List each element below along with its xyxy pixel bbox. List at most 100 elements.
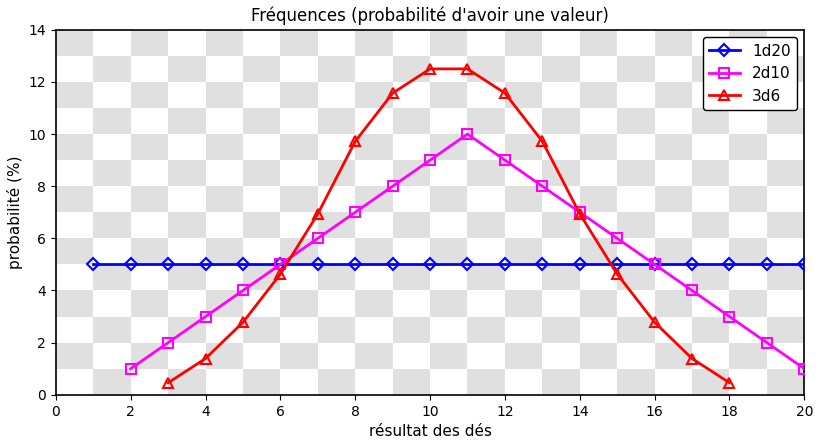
Bar	[505, 343, 541, 369]
3d6	[313, 211, 323, 216]
Bar	[392, 369, 429, 395]
1d20	[88, 262, 98, 267]
Line: 2d10: 2d10	[125, 129, 808, 374]
Bar	[766, 108, 803, 134]
Bar	[206, 290, 242, 317]
Bar	[355, 82, 392, 108]
1d20	[313, 262, 323, 267]
Bar	[355, 343, 392, 369]
3d6	[536, 139, 546, 144]
Bar	[392, 212, 429, 238]
3d6	[649, 320, 658, 325]
2d10	[387, 184, 397, 189]
Bar	[467, 212, 505, 238]
Bar	[729, 134, 766, 160]
2d10	[612, 235, 622, 241]
1d20	[761, 262, 771, 267]
Bar	[541, 264, 579, 290]
Bar	[318, 369, 355, 395]
Bar	[654, 82, 691, 108]
Bar	[242, 264, 280, 290]
3d6	[275, 272, 285, 277]
Bar	[766, 160, 803, 186]
Bar	[392, 317, 429, 343]
2d10	[724, 314, 734, 319]
Bar	[505, 30, 541, 56]
Bar	[130, 186, 168, 212]
2d10	[313, 235, 323, 241]
Bar	[168, 212, 206, 238]
Bar	[280, 30, 318, 56]
2d10	[799, 366, 808, 372]
Bar	[467, 108, 505, 134]
1d20	[125, 262, 135, 267]
3d6	[201, 356, 210, 361]
3d6	[424, 66, 434, 71]
2d10	[238, 288, 247, 293]
1d20	[275, 262, 285, 267]
Bar	[93, 317, 130, 343]
Bar	[168, 56, 206, 82]
2d10	[462, 132, 472, 137]
2d10	[574, 210, 584, 215]
Bar	[617, 108, 654, 134]
Legend: 1d20, 2d10, 3d6: 1d20, 2d10, 3d6	[702, 37, 796, 110]
Bar	[242, 369, 280, 395]
Bar	[467, 264, 505, 290]
Bar	[355, 134, 392, 160]
Bar	[654, 343, 691, 369]
Bar	[579, 134, 617, 160]
Bar	[429, 186, 467, 212]
Bar	[729, 30, 766, 56]
Bar	[541, 160, 579, 186]
Bar	[579, 290, 617, 317]
Bar	[617, 56, 654, 82]
2d10	[201, 314, 210, 319]
Bar	[766, 317, 803, 343]
Bar	[392, 160, 429, 186]
Bar	[280, 290, 318, 317]
1d20	[201, 262, 210, 267]
1d20	[387, 262, 397, 267]
Line: 3d6: 3d6	[163, 64, 734, 388]
Bar	[206, 134, 242, 160]
Bar	[206, 30, 242, 56]
1d20	[238, 262, 247, 267]
Y-axis label: probabilité (%): probabilité (%)	[7, 156, 23, 269]
Bar	[130, 238, 168, 264]
3d6	[686, 356, 696, 361]
1d20	[724, 262, 734, 267]
Bar	[280, 343, 318, 369]
Bar	[392, 264, 429, 290]
Bar	[691, 317, 729, 343]
Bar	[579, 343, 617, 369]
2d10	[275, 262, 285, 267]
Bar	[505, 82, 541, 108]
Bar	[654, 30, 691, 56]
Bar	[93, 56, 130, 82]
Bar	[56, 290, 93, 317]
Bar	[392, 108, 429, 134]
Bar	[56, 186, 93, 212]
1d20	[574, 262, 584, 267]
Bar	[729, 238, 766, 264]
Bar	[168, 264, 206, 290]
Bar	[56, 238, 93, 264]
Bar	[168, 108, 206, 134]
Bar	[130, 343, 168, 369]
Bar	[355, 290, 392, 317]
Bar	[318, 212, 355, 238]
2d10	[761, 340, 771, 345]
Bar	[691, 160, 729, 186]
Bar	[505, 186, 541, 212]
Bar	[355, 238, 392, 264]
Bar	[617, 317, 654, 343]
Bar	[579, 186, 617, 212]
2d10	[125, 366, 135, 372]
Bar	[766, 369, 803, 395]
Bar	[541, 212, 579, 238]
Bar	[130, 290, 168, 317]
Bar	[654, 238, 691, 264]
2d10	[500, 157, 509, 163]
Bar	[280, 82, 318, 108]
